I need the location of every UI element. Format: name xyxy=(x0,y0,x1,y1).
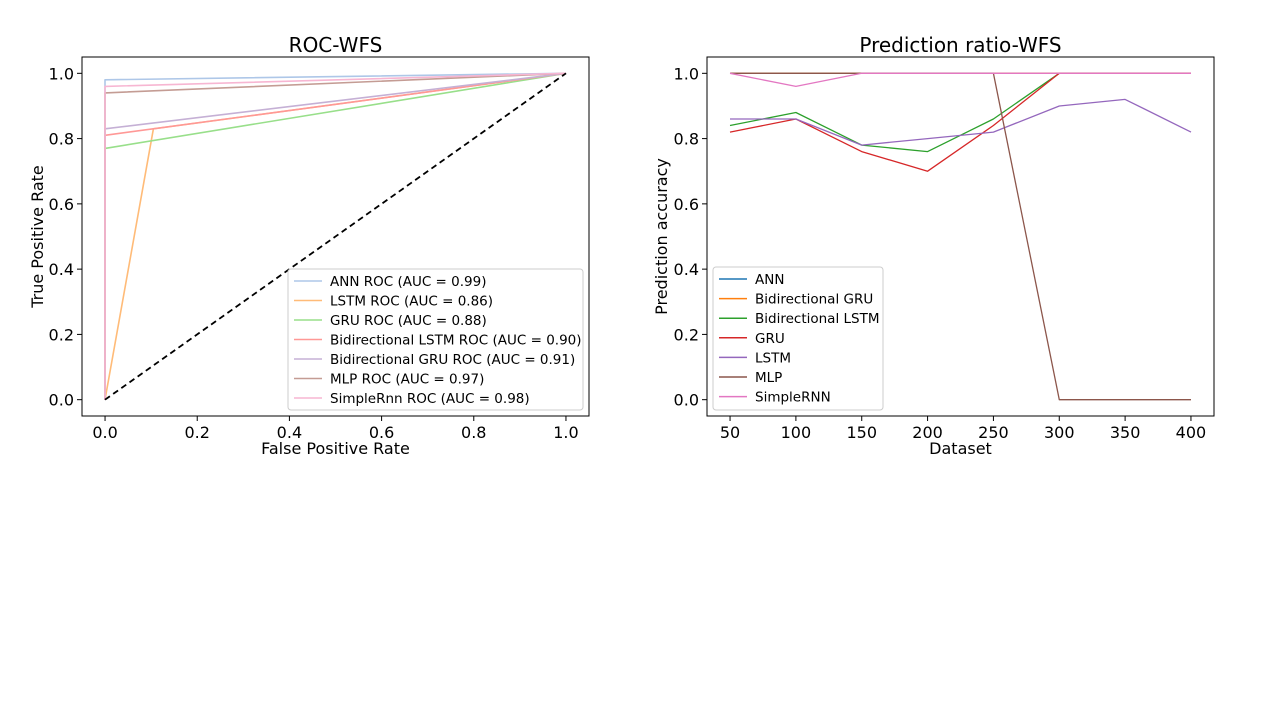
x-tick-label: 200 xyxy=(912,423,943,442)
x-axis-label: False Positive Rate xyxy=(261,439,410,458)
reference-line xyxy=(104,72,567,401)
plot-frame xyxy=(81,56,590,417)
x-tick-label: 0.2 xyxy=(185,423,210,442)
legend-box xyxy=(287,268,584,411)
x-tick-label: 250 xyxy=(978,423,1009,442)
y-tick-label: 0.6 xyxy=(49,195,74,214)
x-tick-label: 0.8 xyxy=(461,423,486,442)
legend: ANN Bidirectional GRU Bidirectional LSTM GR… xyxy=(712,266,884,411)
y-tick-label: 0.2 xyxy=(49,325,74,344)
tick-layer: 50 100 150 200 250 300 350 400 0.0 0.2 0.4 0.6 0.8 1.… xyxy=(674,64,1207,442)
legend-label: SimpleRNN xyxy=(755,390,831,406)
y-axis-label: True Positive Rate xyxy=(28,165,47,309)
legend-label: ANN xyxy=(755,272,784,288)
y-tick-label: 0.8 xyxy=(49,130,74,149)
legend-label: MLP xyxy=(755,370,782,386)
y-tick-label: 1.0 xyxy=(49,64,74,83)
legend-label: GRU xyxy=(755,331,785,347)
y-tick-label: 0.6 xyxy=(674,195,699,214)
legend-entries: ANN ROC (AUC = 0.99) LSTM ROC (AUC = 0.86… xyxy=(294,274,582,407)
series-line-simplernn-roc-auc-0-98 xyxy=(104,72,567,400)
y-tick-label: 1.0 xyxy=(674,64,699,83)
x-axis-label: Dataset xyxy=(929,439,992,458)
y-tick-label: 0.8 xyxy=(674,130,699,149)
prediction-ratio-chart: Prediction ratio-WFS 50 100 150 200 250 300 35… xyxy=(652,33,1215,458)
y-tick-label: 0.4 xyxy=(674,260,699,279)
roc-chart: ROC-WFS 0.0 0.2 0.4 0.6 0.8 1.00.00.20.40.60.… xyxy=(28,33,590,458)
chart-title: Prediction ratio-WFS xyxy=(859,33,1061,57)
legend-label: ANN ROC (AUC = 0.99) xyxy=(330,274,486,290)
x-tick-label: 400 xyxy=(1176,423,1207,442)
series-line-simplernn xyxy=(729,72,1191,88)
legend-label: LSTM xyxy=(755,350,791,366)
legend-label: GRU ROC (AUC = 0.88) xyxy=(330,313,487,329)
legend-box xyxy=(712,266,884,411)
x-tick-label: 300 xyxy=(1044,423,1075,442)
x-tick-label: 0.6 xyxy=(369,423,394,442)
series-line-lstm xyxy=(730,98,1192,146)
x-tick-label: 100 xyxy=(781,423,812,442)
legend-entries: ANN Bidirectional GRU Bidirectional LSTM GR… xyxy=(719,272,879,406)
legend: ANN ROC (AUC = 0.99) LSTM ROC (AUC = 0.86… xyxy=(287,268,584,411)
x-tick-label: 1.0 xyxy=(553,423,578,442)
legend-label: Bidirectional GRU xyxy=(755,292,873,308)
y-tick-label: 0.4 xyxy=(49,260,74,279)
legend-label: LSTM ROC (AUC = 0.86) xyxy=(330,294,493,310)
x-tick-label: 350 xyxy=(1110,423,1141,442)
legend-label: MLP ROC (AUC = 0.97) xyxy=(330,372,484,388)
x-tick-label: 150 xyxy=(846,423,877,442)
tick-layer: 0.0 0.2 0.4 0.6 0.8 1.0 0.0 0.2 0.4 0.6 0.8 1.0 xyxy=(49,64,579,442)
y-tick-label: 0.0 xyxy=(49,391,74,410)
y-tick-label: 0.2 xyxy=(674,325,699,344)
y-axis-label: Prediction accuracy xyxy=(652,158,671,315)
legend-label: SimpleRnn ROC (AUC = 0.98) xyxy=(330,391,530,407)
legend-label: Bidirectional LSTM xyxy=(755,311,879,327)
x-tick-label: 0.0 xyxy=(92,423,117,442)
x-tick-label: 0.4 xyxy=(277,423,302,442)
chart-title: ROC-WFS xyxy=(289,33,383,57)
series-layer xyxy=(729,72,1192,401)
series-layer xyxy=(104,72,567,401)
x-tick-label: 50 xyxy=(720,423,740,442)
legend-label: Bidirectional LSTM ROC (AUC = 0.90) xyxy=(330,333,582,349)
plot-frame xyxy=(706,56,1215,417)
legend-label: Bidirectional GRU ROC (AUC = 0.91) xyxy=(330,352,575,368)
y-tick-label: 0.0 xyxy=(674,391,699,410)
